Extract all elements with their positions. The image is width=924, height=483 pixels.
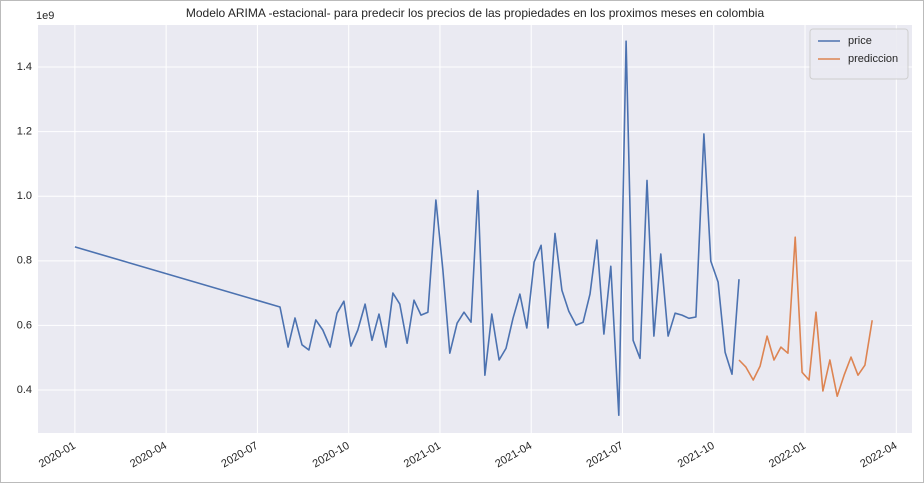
legend-label: price <box>848 35 872 47</box>
line-series <box>74 40 740 416</box>
y-tick-label: 0.8 <box>17 255 32 267</box>
plot-area <box>38 25 912 433</box>
line-series <box>738 236 873 397</box>
y-tick-label: 0.6 <box>17 319 32 331</box>
chart-title: Modelo ARIMA -estacional- para predecir … <box>186 6 765 20</box>
y-tick-label: 1.0 <box>17 190 32 202</box>
legend-label: prediccion <box>848 53 898 65</box>
offset-label: 1e9 <box>36 10 54 22</box>
y-tick-label: 0.4 <box>17 384 32 396</box>
y-tick-label: 1.2 <box>17 126 32 138</box>
y-tick-label: 1.4 <box>17 61 32 73</box>
